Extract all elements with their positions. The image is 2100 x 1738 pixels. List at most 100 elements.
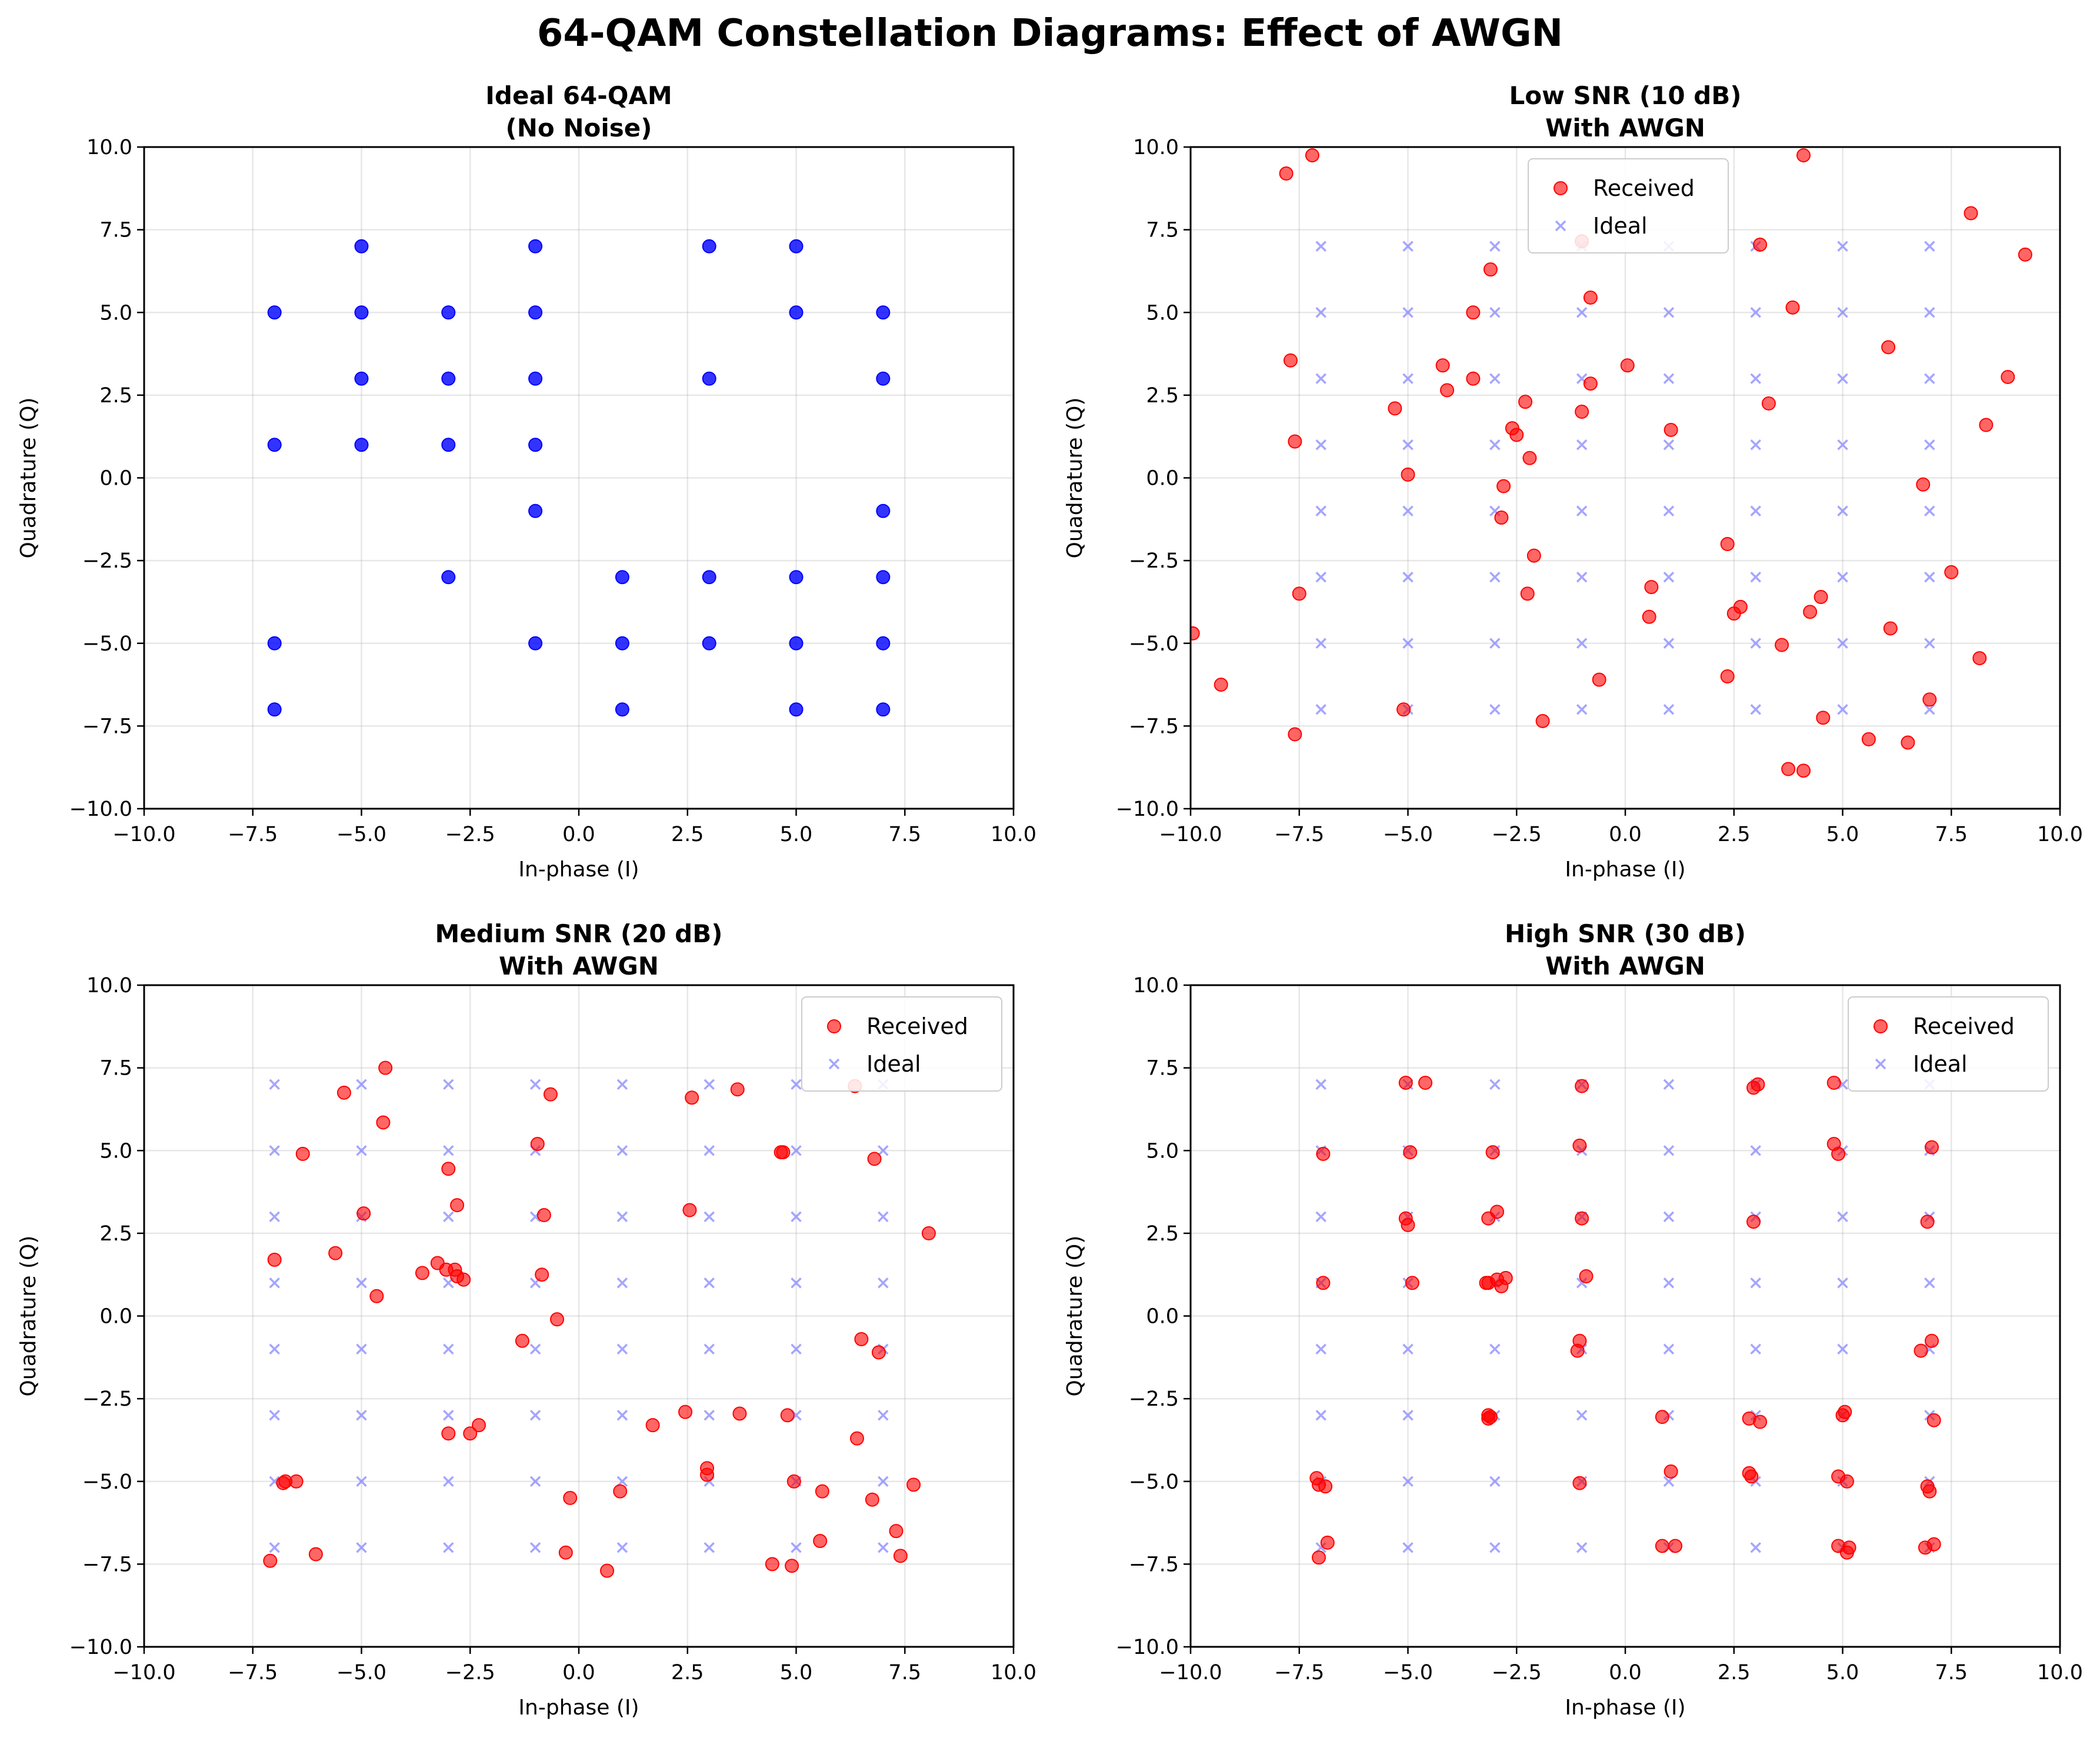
ideal-marker: [269, 1079, 280, 1090]
ideal-marker: [791, 1211, 802, 1222]
ideal-marker: [704, 1277, 715, 1289]
y-tick-label: 10.0: [86, 136, 132, 159]
ideal-marker: [1402, 505, 1414, 516]
ideal-marker: [443, 1343, 454, 1355]
x-axis-label: In-phase (I): [1565, 858, 1685, 882]
legend: Received Ideal: [1848, 996, 2049, 1092]
x-tick-label: −5.0: [1383, 1661, 1433, 1684]
received-point: [536, 1207, 551, 1222]
received-point: [600, 1563, 615, 1578]
constellation-point: [267, 702, 282, 717]
received-point: [1396, 702, 1411, 717]
ideal-marker: [1750, 307, 1761, 318]
constellation-point: [702, 636, 716, 651]
received-point: [2018, 247, 2032, 262]
received-point: [685, 1090, 699, 1105]
legend-marker-ideal: [828, 1058, 840, 1070]
received-point: [1835, 1408, 1850, 1423]
ideal-marker: [616, 1145, 628, 1156]
received-point: [1320, 1535, 1335, 1550]
ideal-marker: [1402, 1476, 1414, 1487]
constellation-point: [267, 438, 282, 452]
ideal-marker: [878, 1476, 889, 1487]
y-axis-label: Quadrature (Q): [1063, 398, 1087, 559]
ideal-marker: [1750, 1343, 1761, 1355]
ideal-marker: [1402, 373, 1414, 384]
ideal-marker: [1489, 241, 1501, 252]
ideal-marker: [1663, 1343, 1675, 1355]
legend-label: Ideal: [866, 1051, 921, 1077]
ideal-marker: [1489, 638, 1501, 649]
received-point: [1316, 1276, 1331, 1290]
received-point: [1579, 1269, 1594, 1283]
ideal-marker: [1315, 1343, 1326, 1355]
ideal-marker: [443, 1145, 454, 1156]
received-point: [1753, 237, 1768, 252]
received-point: [1796, 148, 1811, 163]
x-tick-label: 10.0: [2037, 823, 2083, 846]
received-point: [815, 1484, 829, 1499]
ideal-marker: [356, 1079, 367, 1090]
x-tick-label: 2.5: [1718, 823, 1751, 846]
received-point: [289, 1474, 304, 1489]
ideal-marker: [1837, 1277, 1848, 1289]
received-point: [732, 1406, 747, 1421]
ideal-marker: [1402, 1343, 1414, 1355]
ideal-marker: [1315, 373, 1326, 384]
ideal-marker: [1750, 572, 1761, 583]
y-tick-label: −5.0: [1129, 1470, 1179, 1494]
ideal-marker: [704, 1211, 715, 1222]
legend-box: [801, 996, 1002, 1092]
ideal-marker: [1576, 1542, 1588, 1553]
ideal-marker: [269, 1211, 280, 1222]
received-point: [1972, 651, 1987, 666]
panel-title: Medium SNR (20 dB): [435, 919, 723, 948]
received-point: [1440, 383, 1455, 398]
received-point: [1485, 1145, 1500, 1160]
received-point: [906, 1477, 921, 1492]
received-point: [450, 1198, 465, 1213]
y-tick-label: 10.0: [1133, 136, 1179, 159]
received-point: [1914, 1343, 1928, 1358]
ideal-marker: [1489, 1542, 1501, 1553]
ideal-marker: [1315, 1079, 1326, 1090]
ideal-marker: [791, 1079, 802, 1090]
legend: Received Ideal: [801, 996, 1002, 1092]
received-point: [1498, 1270, 1513, 1285]
y-tick-label: −5.0: [82, 632, 132, 656]
x-tick-label: −2.5: [445, 823, 495, 846]
ideal-marker: [1750, 704, 1761, 715]
ideal-marker: [1402, 572, 1414, 583]
constellation-point: [876, 371, 891, 386]
received-point: [295, 1146, 310, 1161]
panel-subtitle: (No Noise): [506, 114, 652, 142]
constellation-point: [441, 438, 456, 452]
received-point: [1642, 609, 1656, 624]
y-tick-label: 7.5: [99, 219, 132, 242]
constellation-point: [354, 438, 369, 452]
y-tick-label: 2.5: [1146, 1222, 1179, 1246]
constellation-point: [702, 570, 716, 585]
panel-4: −10.0 −7.5 −5.0 −2.5 0.0 2.5 5.0 7.5 10.0 −10.0 −7…: [1063, 919, 2083, 1720]
received-point: [1746, 1080, 1761, 1095]
received-point: [1583, 290, 1598, 305]
legend-label: Received: [1593, 175, 1695, 201]
y-tick-label: −5.0: [1129, 632, 1179, 656]
y-tick-label: −10.0: [1116, 798, 1179, 821]
legend-box: [1848, 996, 2049, 1092]
received-point: [472, 1418, 486, 1433]
ideal-marker: [1663, 1211, 1675, 1222]
x-tick-label: 10.0: [991, 1661, 1036, 1684]
plot-area: [1191, 148, 2032, 778]
ideal-marker: [791, 1343, 802, 1355]
received-point: [780, 1408, 795, 1423]
ideal-marker: [1315, 638, 1326, 649]
ideal-marker: [704, 1079, 715, 1090]
ideal-marker: [1924, 307, 1935, 318]
ideal-marker: [1837, 572, 1848, 583]
received-point: [849, 1431, 864, 1446]
ideal-marker: [1489, 373, 1501, 384]
constellation-point: [876, 702, 891, 717]
x-tick-label: 2.5: [671, 1661, 704, 1684]
ideal-marker: [1576, 505, 1588, 516]
